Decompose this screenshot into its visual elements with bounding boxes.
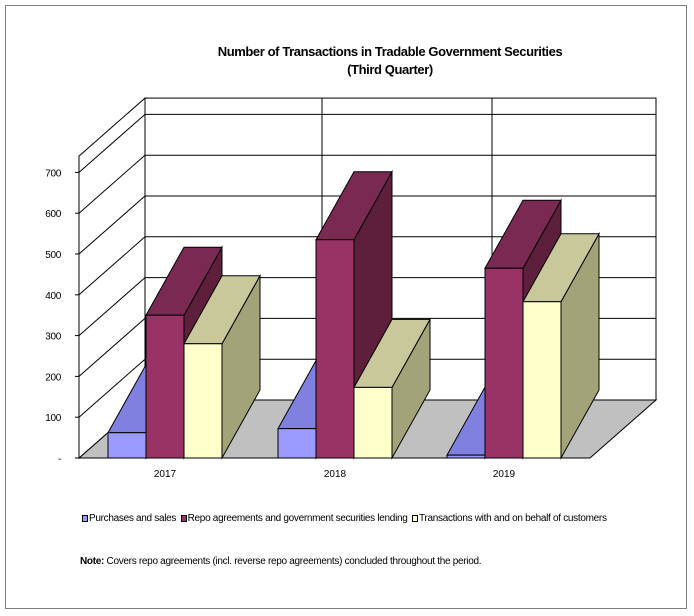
y-axis-ticks: - 100 200 300 400 500 600 700 bbox=[45, 168, 79, 465]
legend-swatch-purchases bbox=[82, 515, 88, 522]
y-tick-label: 500 bbox=[45, 250, 62, 261]
chart-subtitle: (Third Quarter) bbox=[347, 62, 433, 77]
y-tick-label: - bbox=[58, 454, 61, 465]
note-label: Note: bbox=[80, 556, 105, 567]
y-tick-label: 100 bbox=[45, 413, 62, 424]
y-tick-label: 600 bbox=[45, 209, 62, 220]
footnote: Note: Covers repo agreements (incl. reve… bbox=[80, 556, 482, 567]
gridline-side bbox=[78, 154, 146, 214]
bars bbox=[107, 169, 600, 460]
gridline-side bbox=[78, 195, 146, 255]
gridline-side bbox=[78, 277, 146, 336]
bar-front bbox=[315, 239, 355, 459]
legend-label-purchases: Purchases and sales bbox=[89, 513, 177, 524]
legend-item-purchases: Purchases and sales bbox=[82, 513, 176, 524]
bar-front bbox=[353, 386, 393, 459]
bar-customers-2018 bbox=[353, 317, 431, 460]
legend-label-customers: Transactions with and on behalf of custo… bbox=[419, 513, 607, 524]
legend-swatch-customers bbox=[412, 515, 418, 522]
bar-front bbox=[522, 301, 562, 459]
legend-swatch-repo bbox=[180, 515, 187, 522]
bar-front bbox=[183, 343, 223, 459]
legend-item-repo: Repo agreements and government securitie… bbox=[180, 513, 408, 524]
y-tick-label: 300 bbox=[45, 332, 62, 343]
legend-label-repo: Repo agreements and government securitie… bbox=[187, 513, 408, 524]
note-text: Covers repo agreements (incl. reverse re… bbox=[104, 556, 482, 567]
y-tick-label: 200 bbox=[45, 372, 62, 383]
bar-customers-2017 bbox=[183, 273, 261, 460]
x-tick-label: 2019 bbox=[493, 469, 516, 480]
x-axis-ticks: 2017 2018 2019 bbox=[79, 457, 590, 480]
legend-item-customers: Transactions with and on behalf of custo… bbox=[412, 513, 607, 524]
gridline-side bbox=[78, 236, 146, 296]
y-tick-label: 400 bbox=[45, 291, 62, 302]
gridline-side bbox=[78, 358, 146, 418]
x-tick-label: 2018 bbox=[324, 469, 347, 480]
y-tick-label: 700 bbox=[45, 168, 62, 179]
chart-title: Number of Transactions in Tradable Gover… bbox=[217, 44, 563, 59]
bar-customers-2019 bbox=[522, 231, 600, 460]
gridline-side bbox=[78, 114, 146, 173]
bar-front bbox=[107, 432, 147, 459]
bar-front bbox=[145, 314, 185, 459]
bar-front bbox=[277, 428, 317, 459]
gridline-side bbox=[78, 318, 146, 377]
bar-front bbox=[484, 267, 524, 459]
legend: Purchases and sales Repo agreements and … bbox=[82, 513, 682, 525]
x-tick-label: 2017 bbox=[154, 469, 177, 480]
